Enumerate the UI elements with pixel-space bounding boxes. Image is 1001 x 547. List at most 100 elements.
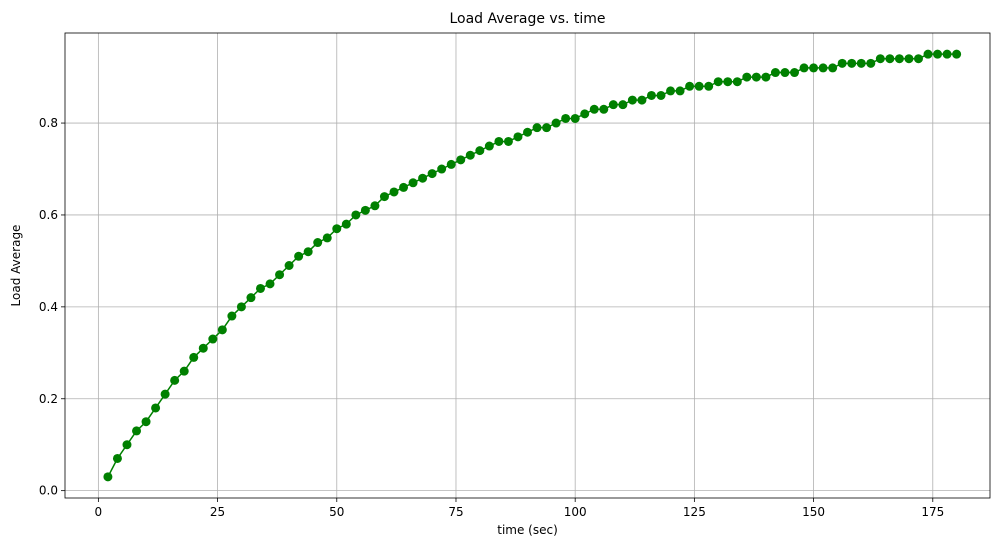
data-point xyxy=(570,113,580,123)
data-point xyxy=(751,72,761,82)
data-point xyxy=(389,187,399,197)
data-point xyxy=(303,247,313,257)
data-point xyxy=(875,54,885,64)
data-point xyxy=(847,58,857,68)
x-tick-label: 175 xyxy=(921,505,944,519)
data-point xyxy=(141,417,151,427)
data-point xyxy=(542,123,552,133)
x-tick-label: 125 xyxy=(683,505,706,519)
data-point xyxy=(198,343,208,353)
y-tick-label: 0.2 xyxy=(39,392,58,406)
data-point xyxy=(913,54,923,64)
data-point xyxy=(456,155,466,165)
data-point xyxy=(160,389,170,399)
data-point xyxy=(503,136,513,146)
data-point xyxy=(732,77,742,87)
data-point xyxy=(809,63,819,73)
data-point xyxy=(551,118,561,128)
data-point xyxy=(646,90,656,100)
data-point xyxy=(866,58,876,68)
data-point xyxy=(580,109,590,119)
data-point xyxy=(523,127,532,137)
data-point xyxy=(608,100,618,110)
data-point xyxy=(122,440,132,450)
data-point xyxy=(112,453,122,463)
data-point xyxy=(685,81,695,91)
grid xyxy=(65,33,990,498)
data-point xyxy=(494,136,504,146)
data-point xyxy=(856,58,866,68)
x-tick-label: 25 xyxy=(210,505,225,519)
x-axis-label: time (sec) xyxy=(497,523,558,537)
data-point xyxy=(904,54,914,64)
plot-frame xyxy=(64,32,991,499)
data-point xyxy=(322,233,332,243)
data-point xyxy=(933,49,943,59)
x-tick-label: 0 xyxy=(95,505,103,519)
data-point xyxy=(275,270,285,280)
chart-title: Load Average vs. time xyxy=(449,11,605,27)
data-point xyxy=(894,54,904,64)
data-point xyxy=(475,146,485,156)
data-point xyxy=(189,352,199,362)
x-tick-label: 150 xyxy=(802,505,825,519)
x-tick-label: 100 xyxy=(564,505,587,519)
x-axis-ticks: 0 25 50 75 100 125 150 175 xyxy=(95,498,944,519)
data-point xyxy=(656,90,666,100)
data-point xyxy=(351,210,361,220)
data-point xyxy=(227,311,237,321)
x-tick-label: 75 xyxy=(448,505,463,519)
data-point xyxy=(294,251,304,261)
data-point xyxy=(952,49,962,59)
data-point xyxy=(780,68,790,78)
data-point xyxy=(704,81,714,91)
data-point xyxy=(675,86,685,96)
data-point xyxy=(236,302,246,312)
data-point xyxy=(513,132,523,142)
data-point xyxy=(465,150,475,160)
data-point xyxy=(723,77,733,87)
data-point xyxy=(265,279,275,289)
data-point xyxy=(284,261,294,270)
data-point xyxy=(332,224,342,234)
x-tick-label: 50 xyxy=(329,505,344,519)
data-point xyxy=(799,63,809,73)
data-point xyxy=(379,192,389,202)
data-point xyxy=(694,81,704,91)
data-point xyxy=(151,403,161,413)
data-point xyxy=(761,72,771,82)
data-point xyxy=(532,123,542,133)
data-point xyxy=(627,95,637,105)
data-point xyxy=(637,95,647,105)
data-point xyxy=(370,201,380,211)
y-tick-label: 0.6 xyxy=(39,208,58,222)
data-point xyxy=(713,77,723,87)
data-point xyxy=(103,472,113,482)
data-point xyxy=(589,104,599,114)
data-point xyxy=(923,49,933,59)
data-point xyxy=(208,334,218,344)
y-axis-label: Load Average xyxy=(9,225,23,307)
y-tick-label: 0.4 xyxy=(39,300,58,314)
y-tick-label: 0.8 xyxy=(39,116,58,130)
data-point xyxy=(484,141,494,151)
data-point xyxy=(246,293,256,303)
data-point xyxy=(179,366,189,376)
data-point xyxy=(132,426,142,436)
data-point xyxy=(818,63,828,73)
data-point xyxy=(828,63,838,73)
data-point xyxy=(170,375,180,385)
data-point xyxy=(885,54,895,64)
data-point xyxy=(770,68,780,78)
data-point xyxy=(255,283,265,293)
data-point xyxy=(561,113,571,123)
y-axis-ticks: 0.0 0.2 0.4 0.6 0.8 xyxy=(39,116,65,498)
data-point xyxy=(742,72,752,82)
data-point xyxy=(418,173,428,183)
data-point xyxy=(408,178,418,188)
data-point xyxy=(666,86,676,96)
y-tick-label: 0.0 xyxy=(39,484,58,498)
data-point xyxy=(599,104,609,114)
data-point xyxy=(837,58,847,68)
